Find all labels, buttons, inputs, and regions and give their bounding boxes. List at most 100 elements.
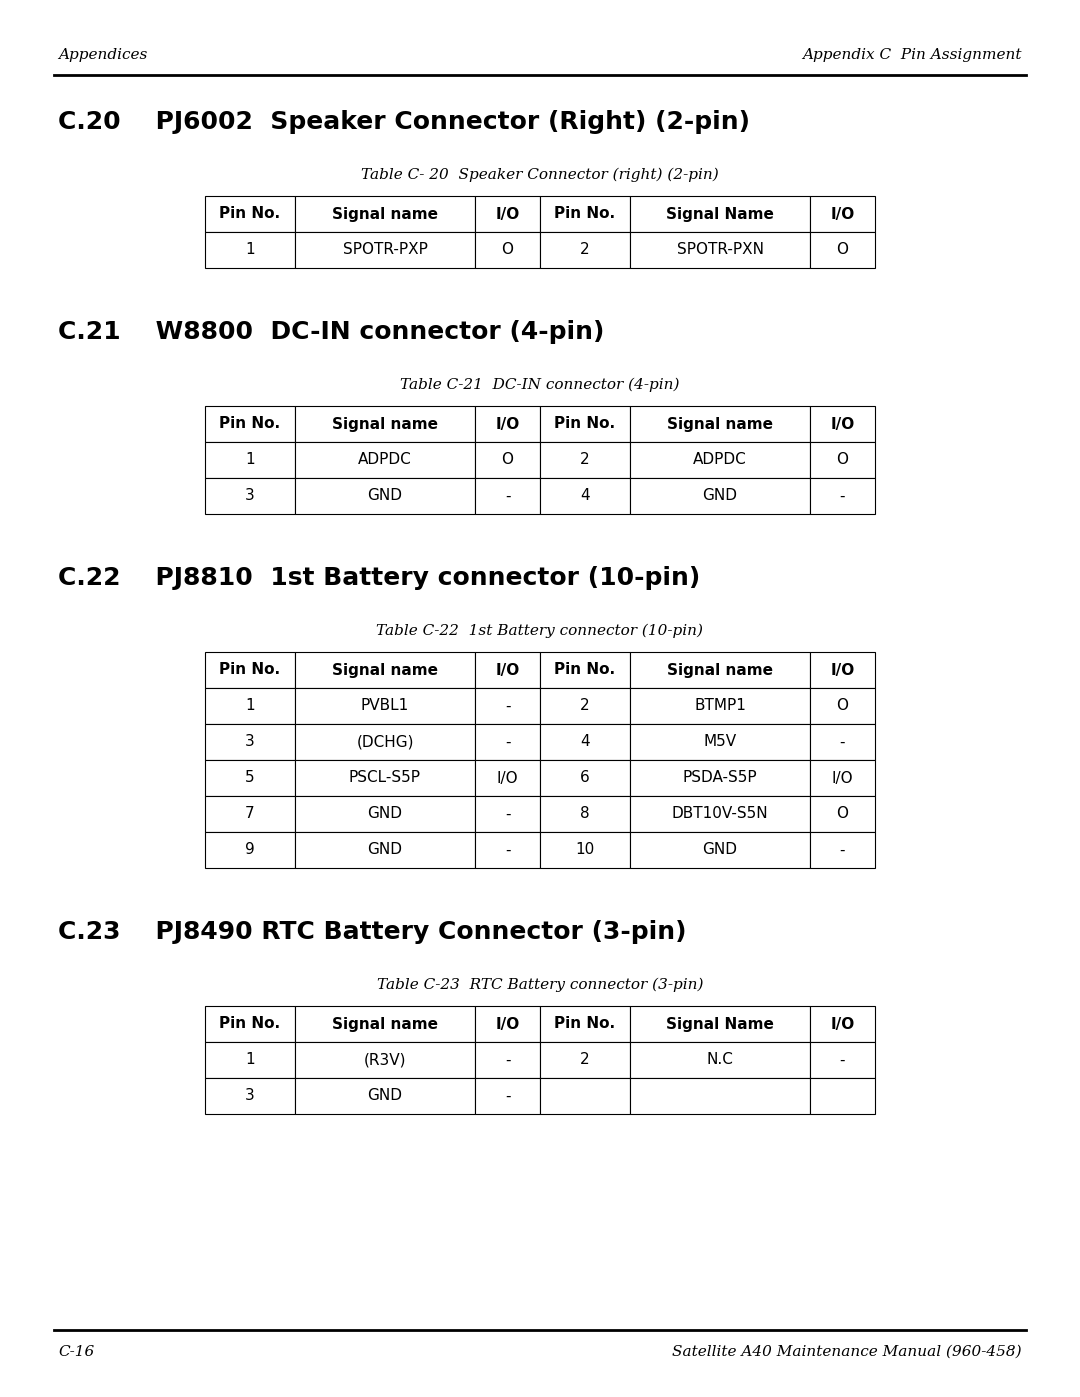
Text: -: - bbox=[840, 735, 846, 750]
Bar bbox=[540, 196, 630, 232]
Bar bbox=[475, 1006, 540, 1042]
Bar bbox=[295, 232, 475, 268]
Text: O: O bbox=[501, 243, 513, 257]
Bar bbox=[810, 196, 875, 232]
Text: 2: 2 bbox=[580, 1052, 590, 1067]
Text: C.20    PJ6002  Speaker Connector (Right) (2-pin): C.20 PJ6002 Speaker Connector (Right) (2… bbox=[58, 110, 750, 134]
Bar bbox=[205, 724, 295, 760]
Text: I/O: I/O bbox=[496, 1017, 519, 1031]
Bar bbox=[295, 687, 475, 724]
Bar bbox=[540, 1006, 630, 1042]
Bar bbox=[630, 760, 810, 796]
Bar bbox=[205, 760, 295, 796]
Text: Signal name: Signal name bbox=[332, 416, 438, 432]
Text: BTMP1: BTMP1 bbox=[694, 698, 746, 714]
Text: 1: 1 bbox=[245, 698, 255, 714]
Bar bbox=[475, 833, 540, 868]
Text: 9: 9 bbox=[245, 842, 255, 858]
Text: Pin No.: Pin No. bbox=[219, 1017, 281, 1031]
Text: -: - bbox=[504, 1088, 510, 1104]
Text: Pin No.: Pin No. bbox=[554, 416, 616, 432]
Text: I/O: I/O bbox=[831, 416, 854, 432]
Text: 5: 5 bbox=[245, 771, 255, 785]
Text: 3: 3 bbox=[245, 1088, 255, 1104]
Text: -: - bbox=[504, 842, 510, 858]
Text: -: - bbox=[504, 1052, 510, 1067]
Text: C-16: C-16 bbox=[58, 1345, 94, 1359]
Bar bbox=[540, 232, 630, 268]
Text: ADPDC: ADPDC bbox=[693, 453, 747, 468]
Bar bbox=[540, 833, 630, 868]
Bar bbox=[630, 478, 810, 514]
Bar bbox=[205, 478, 295, 514]
Bar bbox=[540, 1042, 630, 1078]
Text: GND: GND bbox=[367, 1088, 403, 1104]
Bar bbox=[810, 724, 875, 760]
Text: Pin No.: Pin No. bbox=[554, 1017, 616, 1031]
Text: C.23    PJ8490 RTC Battery Connector (3-pin): C.23 PJ8490 RTC Battery Connector (3-pin… bbox=[58, 921, 687, 944]
Text: 8: 8 bbox=[580, 806, 590, 821]
Text: GND: GND bbox=[702, 842, 738, 858]
Bar bbox=[475, 687, 540, 724]
Bar bbox=[205, 833, 295, 868]
Bar bbox=[475, 478, 540, 514]
Text: -: - bbox=[504, 806, 510, 821]
Bar bbox=[810, 833, 875, 868]
Bar bbox=[630, 833, 810, 868]
Bar bbox=[205, 1078, 295, 1113]
Bar bbox=[475, 760, 540, 796]
Text: Appendix C  Pin Assignment: Appendix C Pin Assignment bbox=[802, 47, 1022, 61]
Text: DBT10V-S5N: DBT10V-S5N bbox=[672, 806, 768, 821]
Bar bbox=[205, 441, 295, 478]
Bar bbox=[630, 196, 810, 232]
Bar bbox=[295, 1006, 475, 1042]
Text: Table C-22  1st Battery connector (10-pin): Table C-22 1st Battery connector (10-pin… bbox=[377, 624, 703, 638]
Text: (R3V): (R3V) bbox=[364, 1052, 406, 1067]
Bar bbox=[295, 441, 475, 478]
Text: I/O: I/O bbox=[832, 771, 853, 785]
Bar bbox=[810, 478, 875, 514]
Text: 3: 3 bbox=[245, 489, 255, 503]
Bar bbox=[630, 687, 810, 724]
Text: Pin No.: Pin No. bbox=[554, 662, 616, 678]
Text: 1: 1 bbox=[245, 453, 255, 468]
Text: -: - bbox=[840, 489, 846, 503]
Bar bbox=[630, 232, 810, 268]
Text: M5V: M5V bbox=[703, 735, 737, 750]
Text: SPOTR-PXP: SPOTR-PXP bbox=[342, 243, 428, 257]
Bar bbox=[295, 833, 475, 868]
Bar bbox=[810, 441, 875, 478]
Text: 2: 2 bbox=[580, 243, 590, 257]
Bar bbox=[630, 652, 810, 687]
Text: Signal name: Signal name bbox=[332, 1017, 438, 1031]
Bar bbox=[205, 652, 295, 687]
Bar bbox=[475, 1042, 540, 1078]
Text: 3: 3 bbox=[245, 735, 255, 750]
Text: -: - bbox=[840, 1052, 846, 1067]
Bar bbox=[205, 1042, 295, 1078]
Text: I/O: I/O bbox=[497, 771, 518, 785]
Bar bbox=[630, 407, 810, 441]
Text: C.21    W8800  DC-IN connector (4-pin): C.21 W8800 DC-IN connector (4-pin) bbox=[58, 320, 605, 344]
Text: PVBL1: PVBL1 bbox=[361, 698, 409, 714]
Bar bbox=[810, 407, 875, 441]
Bar bbox=[540, 796, 630, 833]
Bar bbox=[810, 796, 875, 833]
Text: O: O bbox=[837, 453, 849, 468]
Text: Satellite A40 Maintenance Manual (960-458): Satellite A40 Maintenance Manual (960-45… bbox=[673, 1345, 1022, 1359]
Bar bbox=[540, 1078, 630, 1113]
Bar bbox=[630, 1042, 810, 1078]
Text: -: - bbox=[504, 735, 510, 750]
Text: I/O: I/O bbox=[496, 207, 519, 222]
Bar bbox=[630, 724, 810, 760]
Text: ADPDC: ADPDC bbox=[359, 453, 411, 468]
Bar bbox=[540, 441, 630, 478]
Bar bbox=[295, 1042, 475, 1078]
Bar bbox=[475, 796, 540, 833]
Text: PSCL-S5P: PSCL-S5P bbox=[349, 771, 421, 785]
Text: GND: GND bbox=[702, 489, 738, 503]
Bar bbox=[630, 441, 810, 478]
Text: C.22    PJ8810  1st Battery connector (10-pin): C.22 PJ8810 1st Battery connector (10-pi… bbox=[58, 566, 700, 590]
Bar bbox=[295, 478, 475, 514]
Bar bbox=[810, 652, 875, 687]
